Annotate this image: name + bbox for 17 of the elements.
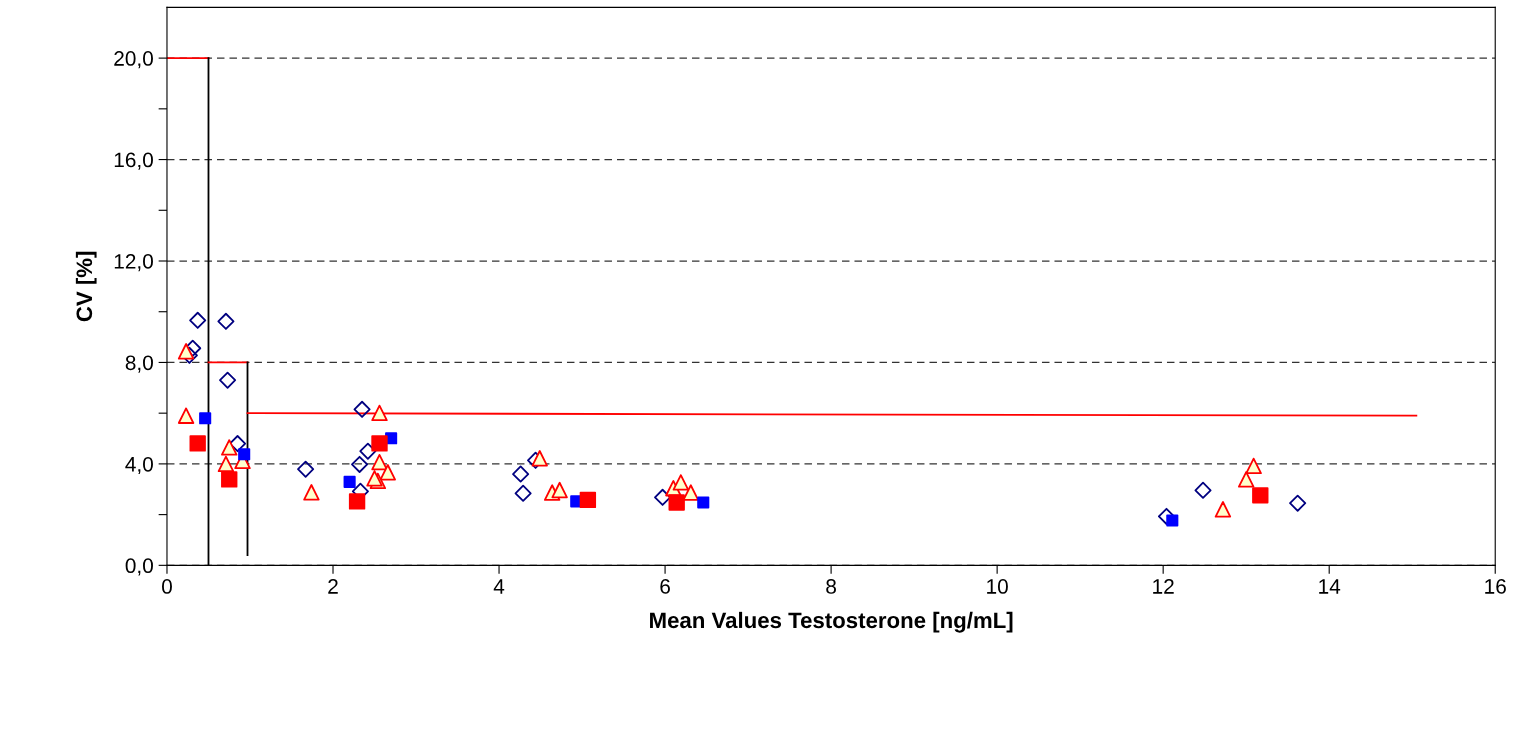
y-tick-label: 8,0 [125,355,153,373]
y-tick-label: 20,0 [114,51,153,69]
x-tick-label: 8 [826,579,836,594]
x-tick-label: 2 [328,579,338,594]
y-tick-label: 4,0 [125,456,153,475]
x-axis-title: Mean Values Testosterone [ng/mL] [650,611,1013,633]
x-tick-label: 0 [162,579,172,594]
x-tick-label: 12 [1153,579,1174,594]
x-tick-label: 6 [660,579,670,594]
y-tick-label: 16,0 [114,152,153,170]
x-tick-label: 16 [1485,579,1506,594]
y-tick-label: 12,0 [114,254,153,272]
x-tick-label: 4 [493,579,505,594]
x-tick-label: 14 [1319,579,1341,594]
x-tick-label: 10 [987,579,1008,594]
y-tick-label: 0,0 [125,558,153,576]
y-axis-title: CV [%] [75,251,97,322]
